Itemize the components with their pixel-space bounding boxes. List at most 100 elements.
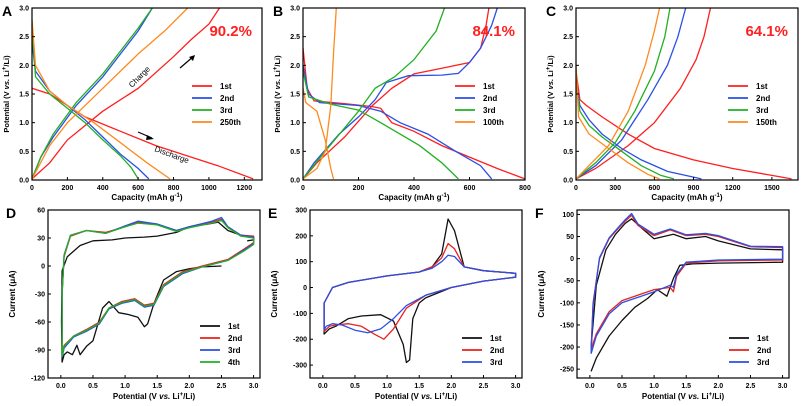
x-tick-label: 2.0: [713, 383, 723, 390]
y-tick-label: -100: [560, 300, 574, 307]
y-tick-label: -300: [293, 363, 307, 370]
charge-annotation: Charge: [127, 64, 152, 89]
legend-label: 2nd: [490, 346, 504, 355]
series-1st-line: [60, 221, 255, 363]
x-tick-label: 0.0: [56, 383, 66, 390]
y-tick-label: 100: [562, 212, 574, 219]
series-100th-discharge-line: [302, 88, 335, 180]
x-tick-label: 0.5: [350, 383, 360, 390]
series-3rd-discharge-line: [31, 25, 139, 180]
y-tick-label: 0.0: [19, 178, 29, 185]
y-tick-label: 100: [295, 259, 307, 266]
y-tick-label: -120: [31, 376, 45, 383]
series-250th-charge-line: [31, 7, 189, 180]
y-tick-label: 3.0: [290, 6, 300, 13]
series-3rd-charge-line: [575, 7, 671, 180]
x-tick-label: 0: [301, 185, 305, 192]
legend-label: 1st: [757, 334, 769, 343]
y-tick-label: 1.5: [563, 92, 573, 99]
x-tick-label: 1200: [725, 185, 741, 192]
panel-a: 0 200 400 600 800 1000 1200 0.0 0.5 1.0 1.5 2.0 2.5 3…: [2, 3, 263, 202]
series-1st-discharge-line: [575, 71, 792, 180]
x-tick-label: 200: [62, 185, 74, 192]
legend-label: 100th: [483, 118, 504, 127]
x-tick-label: 1.5: [152, 383, 162, 390]
x-tick-label: 400: [408, 185, 420, 192]
y-tick-label: 2.5: [563, 34, 573, 41]
y-tick-label: 200: [295, 233, 307, 240]
series-1st-line: [323, 218, 517, 364]
legend-label: 4th: [228, 358, 240, 367]
x-tick-label: 800: [519, 185, 531, 192]
y-axis-label: Potential (V vs. Li+/Li): [2, 55, 11, 133]
x-tick-label: 1.0: [382, 383, 392, 390]
x-tick-label: 2.5: [217, 383, 227, 390]
series-3rd-line: [61, 216, 255, 358]
x-tick-label: 1.0: [120, 383, 130, 390]
x-tick-label: 2.0: [184, 383, 194, 390]
x-tick-label: 600: [464, 185, 476, 192]
y-tick-label: -60: [35, 320, 45, 327]
y-tick-label: -90: [35, 348, 45, 355]
x-tick-label: 0.5: [88, 383, 98, 390]
legend-label: 1st: [220, 82, 232, 91]
plot-frame: [309, 209, 523, 379]
y-axis-label: Current (μA): [537, 270, 546, 317]
panel-f: 0.0 0.5 1.0 1.5 2.0 2.5 3.0 -250 -200 -150 -100 -50…: [535, 205, 790, 401]
legend-label: 250th: [220, 118, 241, 127]
x-tick-label: 1200: [237, 185, 253, 192]
series-3rd-discharge-line: [302, 70, 459, 180]
series-2nd-line: [323, 242, 517, 340]
legend-label: 2nd: [757, 346, 771, 355]
legend-label: 2nd: [228, 334, 242, 343]
series-1st-charge-line: [575, 7, 712, 180]
y-tick-label: 3.0: [563, 6, 573, 13]
y-tick-label: 0: [41, 264, 45, 271]
x-tick-label: 1.5: [681, 383, 691, 390]
series-2nd-charge-line: [302, 7, 498, 180]
series-4th-line: [61, 219, 255, 357]
y-tick-label: 0.0: [563, 178, 573, 185]
legend-label: 1st: [756, 82, 768, 91]
retention-percent: 84.1%: [472, 23, 515, 40]
y-axis-label: Current (μA): [270, 270, 279, 317]
y-tick-label: -200: [293, 337, 307, 344]
y-tick-label: 0.0: [290, 178, 300, 185]
y-tick-label: 30: [37, 236, 45, 243]
y-tick-label: -50: [564, 278, 574, 285]
x-tick-label: 1000: [201, 185, 217, 192]
legend-label: 3rd: [757, 358, 770, 367]
x-tick-label: 1.5: [414, 383, 424, 390]
x-tick-label: 3.0: [778, 383, 788, 390]
panel-letter: B: [273, 3, 283, 19]
discharge-annotation: Discharge: [153, 144, 190, 165]
legend-label: 2nd: [756, 94, 770, 103]
legend-label: 3rd: [756, 106, 769, 115]
legend-label: 3rd: [220, 106, 233, 115]
series-1st-line: [590, 218, 784, 372]
x-axis-label: Potential (V vs. Li+/Li): [642, 392, 725, 401]
panel-c: 0 300 600 900 1200 1500 0.0 0.5 1.0 1.5 2.0 2.5 3.0 C…: [546, 3, 799, 202]
y-tick-label: 1.0: [290, 120, 300, 127]
series-1st-charge-line: [302, 7, 490, 180]
y-axis-label: Potential (V vs. Li+/Li): [273, 55, 282, 133]
x-tick-label: 0.0: [318, 383, 328, 390]
y-tick-label: -150: [560, 322, 574, 329]
series-2nd-line: [61, 218, 255, 355]
legend-label: 2nd: [220, 94, 234, 103]
x-axis-label: Potential (V vs. Li+/Li): [375, 392, 458, 401]
x-tick-label: 3.0: [511, 383, 521, 390]
panel-letter: F: [535, 205, 544, 221]
y-tick-label: 2.5: [19, 34, 29, 41]
x-tick-label: 3.0: [249, 383, 259, 390]
series-100th-charge-line: [302, 7, 337, 180]
panel-d: 0.0 0.5 1.0 1.5 2.0 2.5 3.0 -120 -90 -60 -30 0 30 60 D…: [6, 205, 261, 401]
x-tick-label: 600: [132, 185, 144, 192]
y-axis-label: Potential (V vs. Li+/Li): [546, 55, 555, 133]
x-tick-label: 200: [353, 185, 365, 192]
y-tick-label: 2.5: [290, 34, 300, 41]
series-3rd-discharge-line: [575, 82, 675, 180]
series-2nd-discharge-line: [575, 82, 702, 180]
x-axis-label: Capacity (mAh g-1): [378, 193, 449, 202]
